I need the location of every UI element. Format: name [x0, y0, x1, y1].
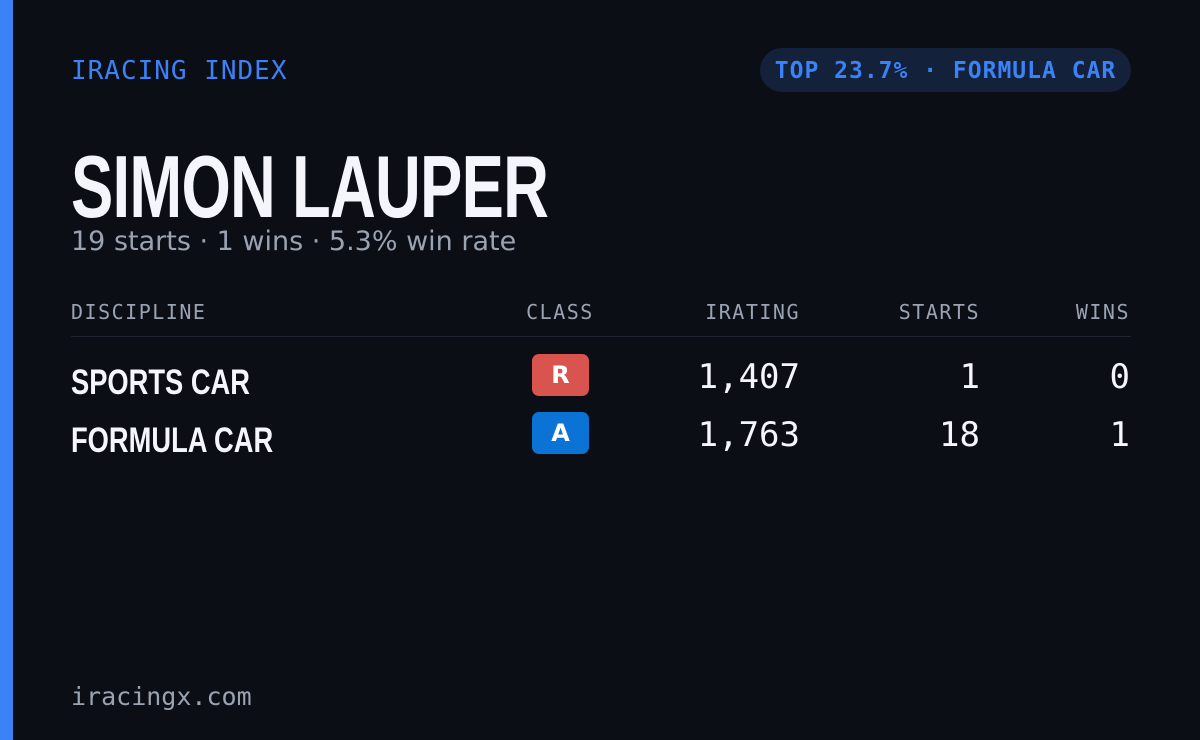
divider [71, 336, 1131, 337]
stat-value: 1,763 [697, 415, 800, 455]
stat-value: 0 [1109, 357, 1130, 397]
column-header: IRATING [705, 300, 800, 324]
column-header: WINS [1075, 300, 1130, 324]
stat-value: 1,407 [697, 357, 800, 397]
column-header: DISCIPLINE [71, 300, 207, 324]
class-badge: A [532, 412, 589, 454]
class-badge: R [532, 354, 589, 396]
stat-value: 1 [1109, 415, 1130, 455]
discipline: SPORTS CAR [71, 363, 250, 402]
brand: IRACING INDEX [71, 56, 288, 86]
stat-value: 18 [939, 415, 980, 455]
discipline: FORMULA CAR [71, 421, 274, 460]
accent-bar [0, 0, 13, 740]
footer-site: iracingx.com [71, 682, 252, 711]
summary: 19 starts · 1 wins · 5.3% win rate [71, 226, 517, 257]
rank-badge: TOP 23.7% · FORMULA CAR [760, 48, 1131, 92]
driver-name: SIMON LAUPER [71, 137, 549, 236]
column-header: CLASS [526, 300, 594, 324]
stat-value: 1 [959, 357, 980, 397]
column-header: STARTS [898, 300, 980, 324]
